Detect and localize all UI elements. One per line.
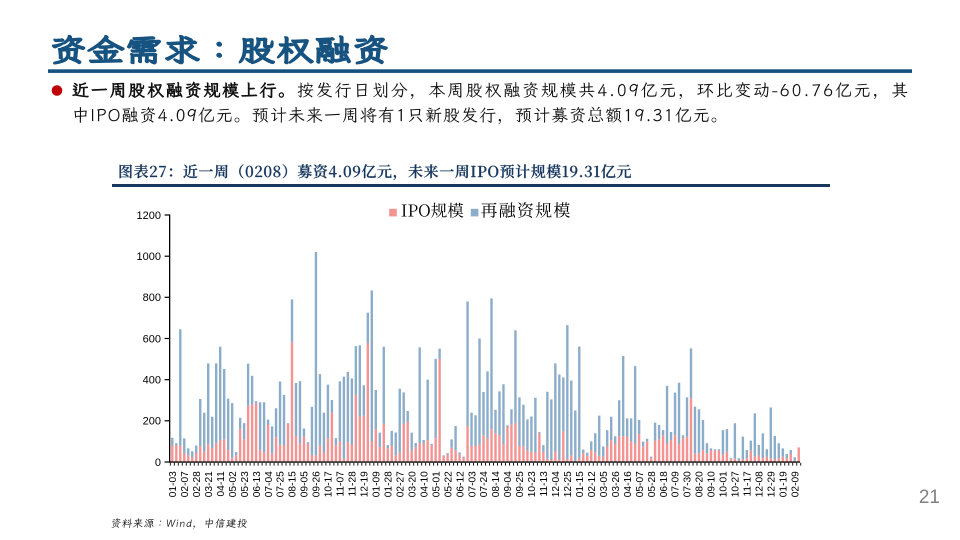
svg-text:06-18: 06-18 [659, 471, 670, 497]
svg-text:07-25: 07-25 [276, 471, 287, 497]
svg-text:03-26: 03-26 [611, 471, 622, 497]
svg-text:600: 600 [143, 333, 161, 345]
svg-text:10-27: 10-27 [731, 471, 742, 497]
svg-text:09-05: 09-05 [300, 471, 311, 497]
svg-text:03-21: 03-21 [204, 471, 215, 497]
svg-text:03-20: 03-20 [407, 471, 418, 497]
svg-text:02-09: 02-09 [790, 471, 801, 497]
svg-text:21: 21 [919, 487, 940, 508]
svg-text:800: 800 [143, 292, 161, 304]
svg-text:11-28: 11-28 [348, 471, 359, 497]
svg-text:08-15: 08-15 [288, 471, 299, 497]
svg-text:07-04: 07-04 [264, 471, 275, 497]
svg-text:05-01: 05-01 [431, 471, 442, 497]
svg-text:12-08: 12-08 [755, 471, 766, 497]
svg-text:12-25: 12-25 [563, 471, 574, 497]
svg-text:11-17: 11-17 [743, 471, 754, 497]
svg-text:11-07: 11-07 [336, 471, 347, 497]
svg-text:09-25: 09-25 [515, 471, 526, 497]
svg-text:06-12: 06-12 [455, 471, 466, 497]
svg-text:07-24: 07-24 [479, 471, 490, 497]
svg-text:1200: 1200 [137, 210, 161, 222]
svg-text:07-03: 07-03 [467, 471, 478, 497]
svg-text:0: 0 [155, 457, 161, 469]
svg-text:03-05: 03-05 [599, 471, 610, 497]
svg-text:05-23: 05-23 [240, 471, 251, 497]
svg-text:04-11: 04-11 [216, 471, 227, 497]
svg-text:02-07: 02-07 [180, 471, 191, 497]
svg-text:11-13: 11-13 [539, 471, 550, 497]
svg-text:1000: 1000 [137, 251, 161, 263]
svg-text:12-04: 12-04 [551, 471, 562, 497]
svg-text:06-13: 06-13 [252, 471, 263, 497]
svg-text:05-07: 05-07 [635, 471, 646, 497]
svg-text:10-01: 10-01 [719, 471, 730, 497]
svg-text:09-10: 09-10 [707, 471, 718, 497]
svg-text:12-19: 12-19 [360, 471, 371, 497]
svg-text:07-30: 07-30 [683, 471, 694, 497]
svg-text:10-23: 10-23 [527, 471, 538, 497]
svg-text:07-09: 07-09 [671, 471, 682, 497]
svg-text:01-28: 01-28 [383, 471, 394, 497]
svg-text:09-26: 09-26 [312, 471, 323, 497]
svg-text:200: 200 [143, 416, 161, 428]
svg-text:02-12: 02-12 [587, 471, 598, 497]
svg-text:01-15: 01-15 [575, 471, 586, 497]
svg-text:08-20: 08-20 [695, 471, 706, 497]
svg-text:10-17: 10-17 [324, 471, 335, 497]
svg-text:400: 400 [143, 375, 161, 387]
svg-text:02-27: 02-27 [395, 471, 406, 497]
svg-text:05-22: 05-22 [443, 471, 454, 497]
svg-text:12-29: 12-29 [767, 471, 778, 497]
svg-text:08-14: 08-14 [491, 471, 502, 497]
svg-text:01-03: 01-03 [168, 471, 179, 497]
svg-text:05-02: 05-02 [228, 471, 239, 497]
svg-text:01-19: 01-19 [778, 471, 789, 497]
svg-text:05-28: 05-28 [647, 471, 658, 497]
svg-text:02-28: 02-28 [192, 471, 203, 497]
svg-text:09-04: 09-04 [503, 471, 514, 497]
svg-text:04-16: 04-16 [623, 471, 634, 497]
svg-text:01-09: 01-09 [371, 471, 382, 497]
svg-text:04-10: 04-10 [419, 471, 430, 497]
